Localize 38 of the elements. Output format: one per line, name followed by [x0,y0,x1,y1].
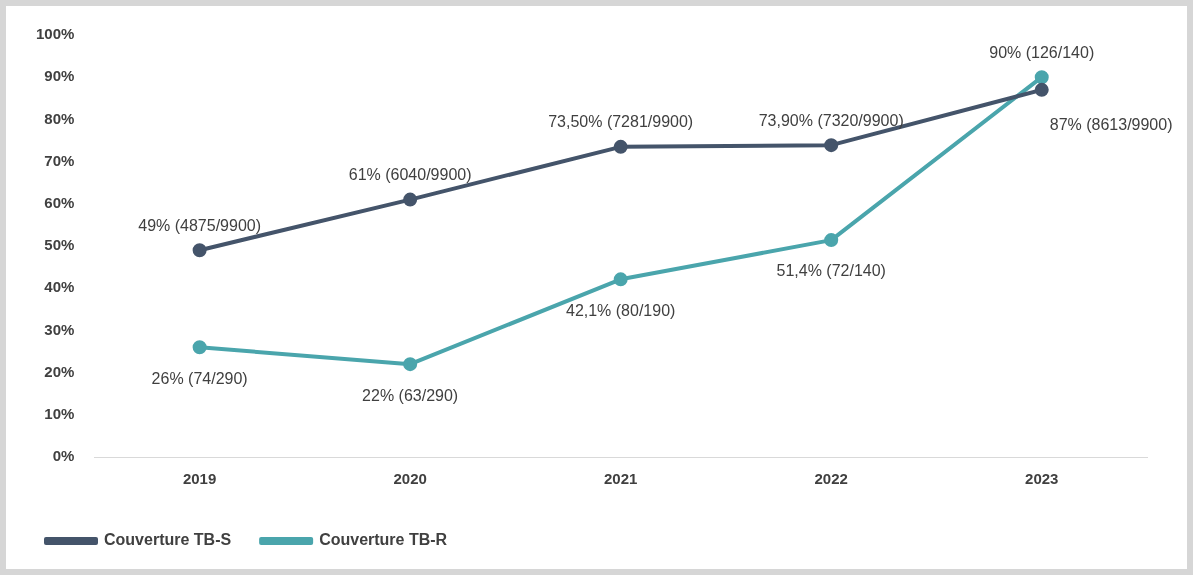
legend-label: Couverture TB-S [104,531,232,549]
y-tick-label: 20% [44,362,75,380]
point [824,233,839,248]
x-tick-label: 2020 [393,470,427,488]
x-tick-label: 2021 [603,470,638,488]
x-tick-label: 2023 [1025,470,1059,488]
point [1034,70,1049,85]
y-tick-label: 10% [44,404,75,422]
y-tick-label: 80% [44,109,75,127]
y-tick-label: 100% [35,25,75,43]
data-label: 90% (126/140) [989,43,1095,61]
point [1034,82,1049,97]
data-label: 73,90% (7320/9900) [758,111,904,129]
x-tick-label: 2022 [814,470,848,488]
data-label: 61% (6040/9900) [348,165,472,183]
data-label: 26% (74/290) [151,369,248,387]
data-label: 49% (4875/9900) [138,216,262,234]
y-tick-label: 0% [52,447,75,465]
legend-label: Couverture TB-R [319,531,448,549]
point [824,138,839,153]
data-label: 87% (8613/9900) [1049,116,1173,134]
point [403,192,418,207]
data-label: 51,4% (72/140) [776,262,886,280]
point [403,357,418,372]
y-tick-label: 40% [44,278,75,296]
point [613,139,628,154]
x-tick-label: 2019 [182,470,217,488]
point [613,272,628,287]
data-label: 73,50% (7281/9900) [548,113,694,131]
point [192,340,207,355]
data-label: 22% (63/290) [362,386,459,404]
y-tick-label: 30% [44,320,75,338]
y-tick-label: 90% [44,67,75,85]
point [192,243,207,258]
data-label: 42,1% (80/190) [565,301,676,319]
y-tick-label: 50% [44,236,75,254]
y-tick-label: 70% [44,151,75,169]
y-tick-label: 60% [44,193,75,211]
